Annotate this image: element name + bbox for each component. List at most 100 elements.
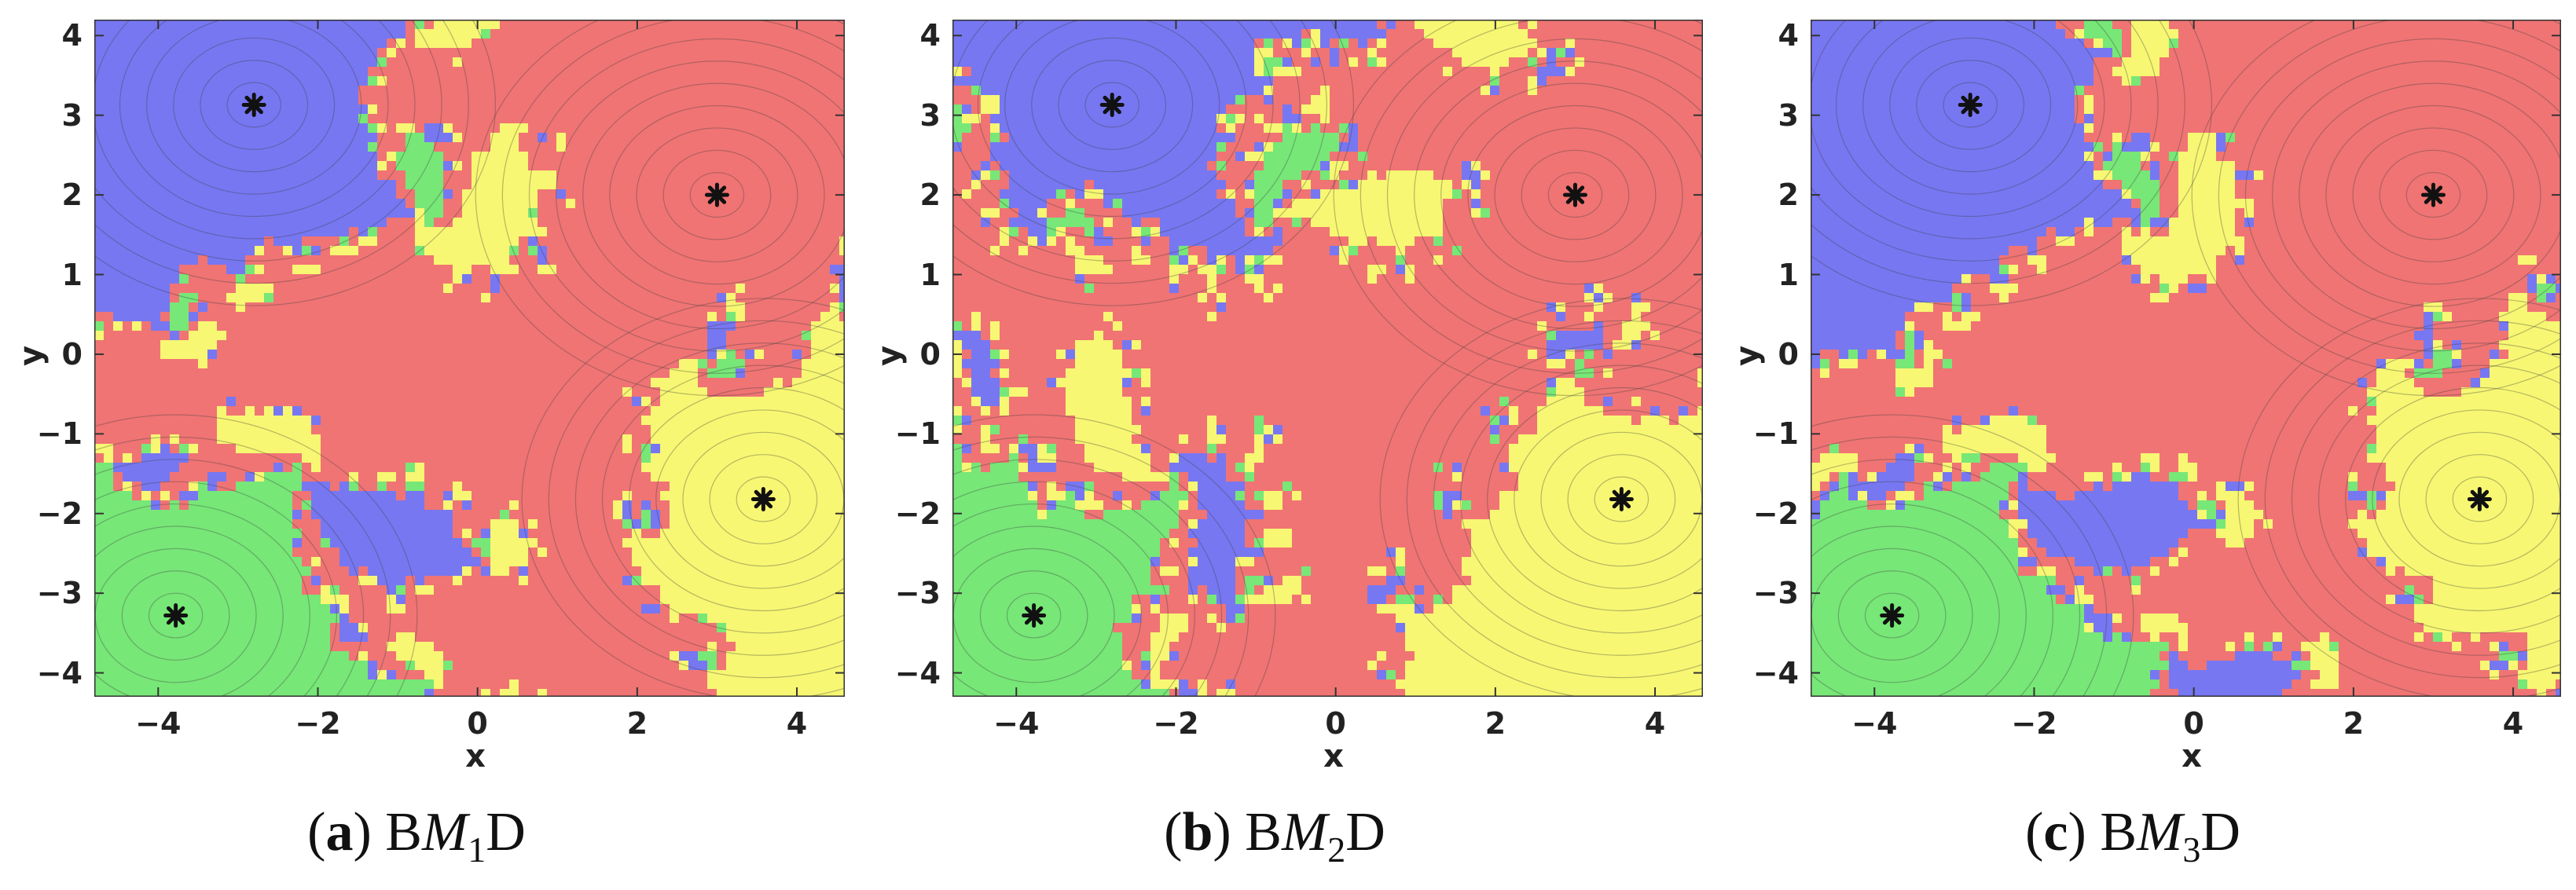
basin-cell	[330, 236, 340, 247]
basin-cell	[670, 368, 680, 379]
basin-cell	[123, 180, 133, 190]
basin-cell	[613, 123, 623, 134]
basin-cell	[679, 104, 689, 115]
basin-cell	[651, 76, 661, 86]
basin-cell	[405, 67, 416, 77]
basin-cell	[839, 557, 845, 567]
basin-cell	[509, 350, 519, 360]
basin-cell	[613, 38, 623, 49]
basin-cell	[528, 227, 538, 237]
basin-cell	[632, 416, 642, 426]
basin-cell	[368, 180, 378, 190]
basin-cell	[811, 434, 821, 445]
basin-cell	[707, 265, 717, 275]
basin-cell	[123, 378, 133, 388]
basin-cell	[783, 425, 793, 435]
basin-cell	[113, 387, 123, 397]
basin-cell	[396, 557, 406, 567]
basin-cell	[264, 557, 274, 567]
basin-cell	[773, 538, 783, 548]
basin-cell	[434, 227, 444, 237]
basin-cell	[396, 425, 406, 435]
basin-cell	[604, 227, 614, 237]
basin-cell	[594, 548, 604, 558]
basin-cell	[236, 227, 246, 237]
basin-cell	[170, 378, 180, 388]
basin-cell	[273, 482, 284, 492]
basin-cell	[387, 453, 397, 463]
basin-cell	[679, 189, 689, 200]
basin-cell	[726, 199, 736, 209]
basin-cell	[604, 368, 614, 379]
basin-cell	[151, 444, 161, 454]
basin-cell	[132, 500, 142, 511]
basin-cell	[679, 425, 689, 435]
basin-cell	[641, 406, 651, 416]
basin-cell	[613, 265, 623, 275]
basin-cell	[368, 152, 378, 162]
basin-cell	[330, 331, 340, 341]
basin-cell	[132, 123, 142, 134]
basin-cell	[622, 208, 633, 218]
basin-cell	[330, 350, 340, 360]
basin-cell	[330, 180, 340, 190]
basin-cell	[405, 227, 416, 237]
basin-cell	[424, 161, 435, 171]
basin-cell	[547, 406, 557, 416]
basin-cell	[283, 350, 293, 360]
basin-cell	[151, 566, 161, 577]
basin-cell	[434, 38, 444, 49]
basin-cell	[123, 331, 133, 341]
basin-cell	[622, 133, 633, 143]
basin-cell	[764, 359, 774, 369]
basin-cell	[773, 595, 783, 605]
basin-cell	[490, 104, 501, 115]
basin-cell	[792, 170, 802, 181]
basin-cell	[443, 57, 453, 68]
basin-cell	[273, 576, 284, 586]
basin-cell	[717, 76, 727, 86]
basin-cell	[368, 142, 378, 152]
basin-cell	[339, 274, 350, 284]
basin-cell	[396, 246, 406, 256]
basin-cell	[179, 397, 189, 407]
basin-cell	[302, 463, 312, 473]
basin-cell	[547, 161, 557, 171]
basin-cell	[688, 312, 699, 322]
basin-cell	[113, 114, 123, 124]
basin-cell	[330, 519, 340, 529]
basin-cell	[528, 218, 538, 228]
basin-cell	[754, 387, 765, 397]
basin-cell	[151, 57, 161, 68]
basin-cell	[490, 170, 501, 181]
basin-cell	[462, 142, 472, 152]
basin-cell	[538, 472, 548, 482]
basin-cell	[462, 293, 472, 303]
basin-cell	[566, 67, 576, 77]
basin-cell	[604, 585, 614, 595]
basin-cell	[396, 350, 406, 360]
basin-cell	[726, 104, 736, 115]
basin-cell	[405, 95, 416, 105]
basin-cell	[613, 406, 623, 416]
basin-cell	[302, 368, 312, 379]
basin-cell	[321, 274, 331, 284]
basin-cell	[481, 463, 491, 473]
basin-cell	[754, 397, 765, 407]
basin-cell	[604, 189, 614, 200]
basin-cell	[330, 284, 340, 294]
basin-cell	[170, 76, 180, 86]
basin-cell	[594, 312, 604, 322]
basin-cell	[104, 595, 114, 605]
basin-cell	[283, 425, 293, 435]
basin-cell	[424, 425, 435, 435]
basin-cell	[226, 67, 237, 77]
basin-cell	[679, 48, 689, 58]
basin-cell	[839, 538, 845, 548]
basin-cell	[481, 368, 491, 379]
basin-cell	[349, 57, 359, 68]
basin-cell	[151, 152, 161, 162]
basin-cell	[405, 453, 416, 463]
basin-cell	[94, 133, 105, 143]
basin-cell	[123, 576, 133, 586]
